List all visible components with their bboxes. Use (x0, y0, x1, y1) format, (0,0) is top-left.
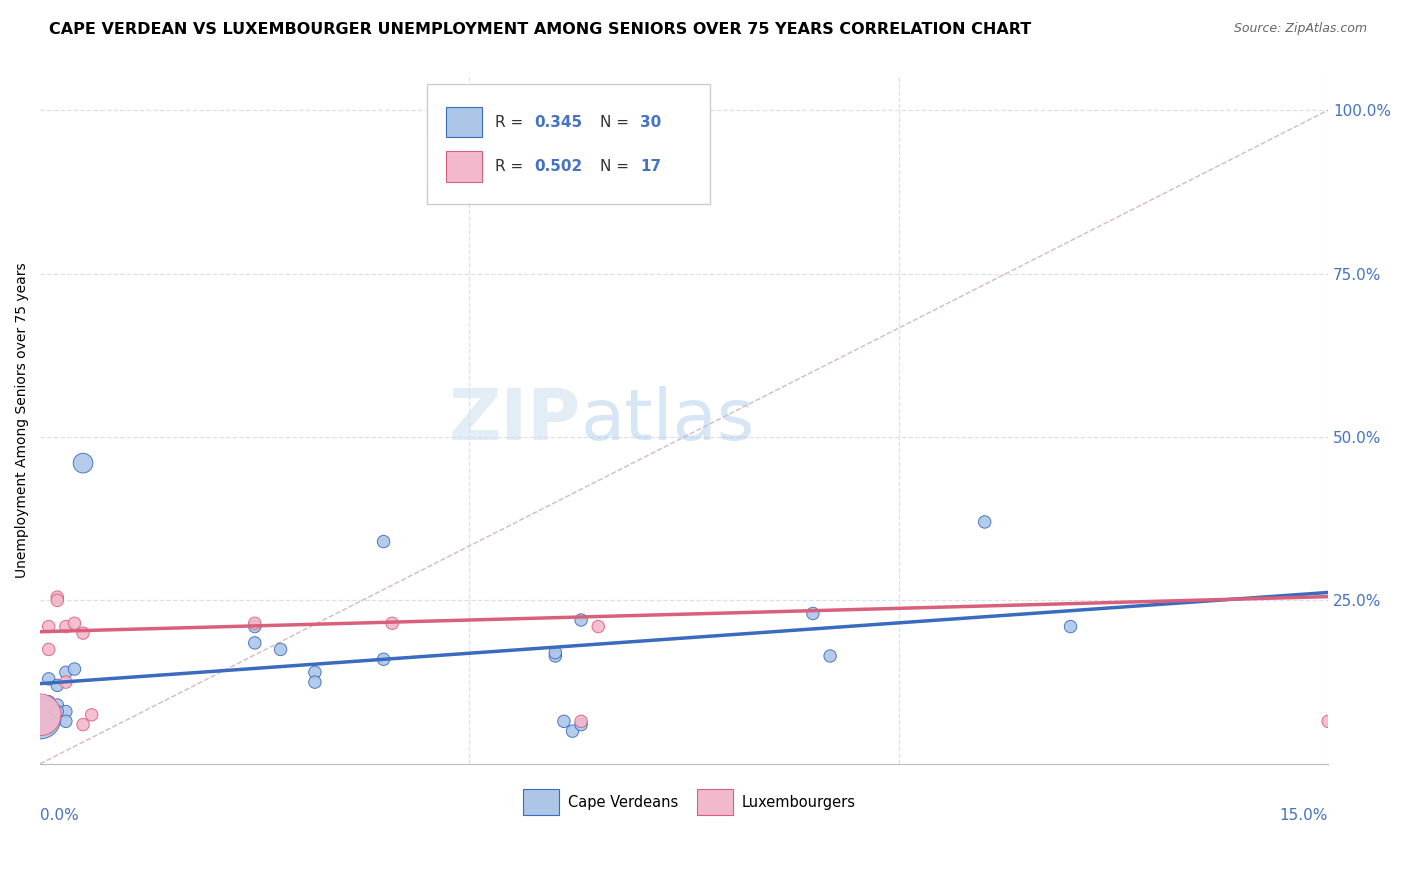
Text: N =: N = (600, 159, 634, 174)
Point (801, 607, 824, 621)
Text: atlas: atlas (581, 386, 755, 455)
Point (55, 675, 77, 690)
Point (46, 698, 69, 712)
Text: R =: R = (495, 159, 527, 174)
Point (501, 122, 523, 136)
Point (46, 593, 69, 607)
Point (373, 652, 395, 666)
Point (55, 665, 77, 680)
Point (1317, 714, 1340, 729)
Point (38, 619, 60, 633)
Text: R =: R = (495, 114, 527, 129)
Point (544, 646, 567, 660)
Point (304, 665, 326, 680)
FancyBboxPatch shape (446, 152, 482, 182)
Point (818, 648, 841, 663)
Point (38, 642, 60, 657)
Point (569, 613, 592, 627)
Text: 17: 17 (640, 159, 661, 174)
Text: ZIP: ZIP (449, 386, 581, 455)
Point (973, 515, 995, 529)
Text: N =: N = (600, 114, 634, 129)
Point (569, 714, 592, 729)
Point (561, 724, 583, 739)
Point (569, 717, 592, 731)
Text: Luxembourgers: Luxembourgers (742, 795, 856, 810)
Point (38, 672, 60, 686)
Point (243, 619, 266, 633)
Point (544, 648, 567, 663)
Text: Cape Verdeans: Cape Verdeans (568, 795, 679, 810)
Point (72, 456, 94, 470)
Point (46, 678, 69, 692)
FancyBboxPatch shape (523, 789, 560, 815)
Point (63, 616, 86, 631)
Point (72, 626, 94, 640)
Text: Source: ZipAtlas.com: Source: ZipAtlas.com (1233, 22, 1367, 36)
Point (55, 705, 77, 719)
Point (46, 705, 69, 719)
Point (270, 642, 292, 657)
Point (55, 619, 77, 633)
Text: CAPE VERDEAN VS LUXEMBOURGER UNEMPLOYMENT AMONG SENIORS OVER 75 YEARS CORRELATIO: CAPE VERDEAN VS LUXEMBOURGER UNEMPLOYMEN… (49, 22, 1032, 37)
Point (38, 711, 60, 725)
Point (55, 714, 77, 729)
Point (30, 707, 52, 722)
Point (72, 717, 94, 731)
Point (80, 707, 103, 722)
Point (553, 714, 575, 729)
Point (38, 695, 60, 709)
FancyBboxPatch shape (697, 789, 733, 815)
FancyBboxPatch shape (426, 85, 710, 204)
FancyBboxPatch shape (446, 107, 482, 137)
Text: 0.0%: 0.0% (41, 808, 79, 823)
Point (243, 616, 266, 631)
Point (304, 675, 326, 690)
Text: 15.0%: 15.0% (1279, 808, 1329, 823)
Text: 0.345: 0.345 (534, 114, 583, 129)
Point (588, 619, 610, 633)
Point (38, 721, 60, 735)
Point (243, 636, 266, 650)
Point (46, 590, 69, 604)
Text: 0.502: 0.502 (534, 159, 583, 174)
Y-axis label: Unemployment Among Seniors over 75 years: Unemployment Among Seniors over 75 years (15, 263, 30, 578)
Point (1059, 619, 1081, 633)
Text: 30: 30 (640, 114, 662, 129)
Point (381, 616, 404, 631)
Point (30, 711, 52, 725)
Point (373, 534, 395, 549)
Point (63, 662, 86, 676)
